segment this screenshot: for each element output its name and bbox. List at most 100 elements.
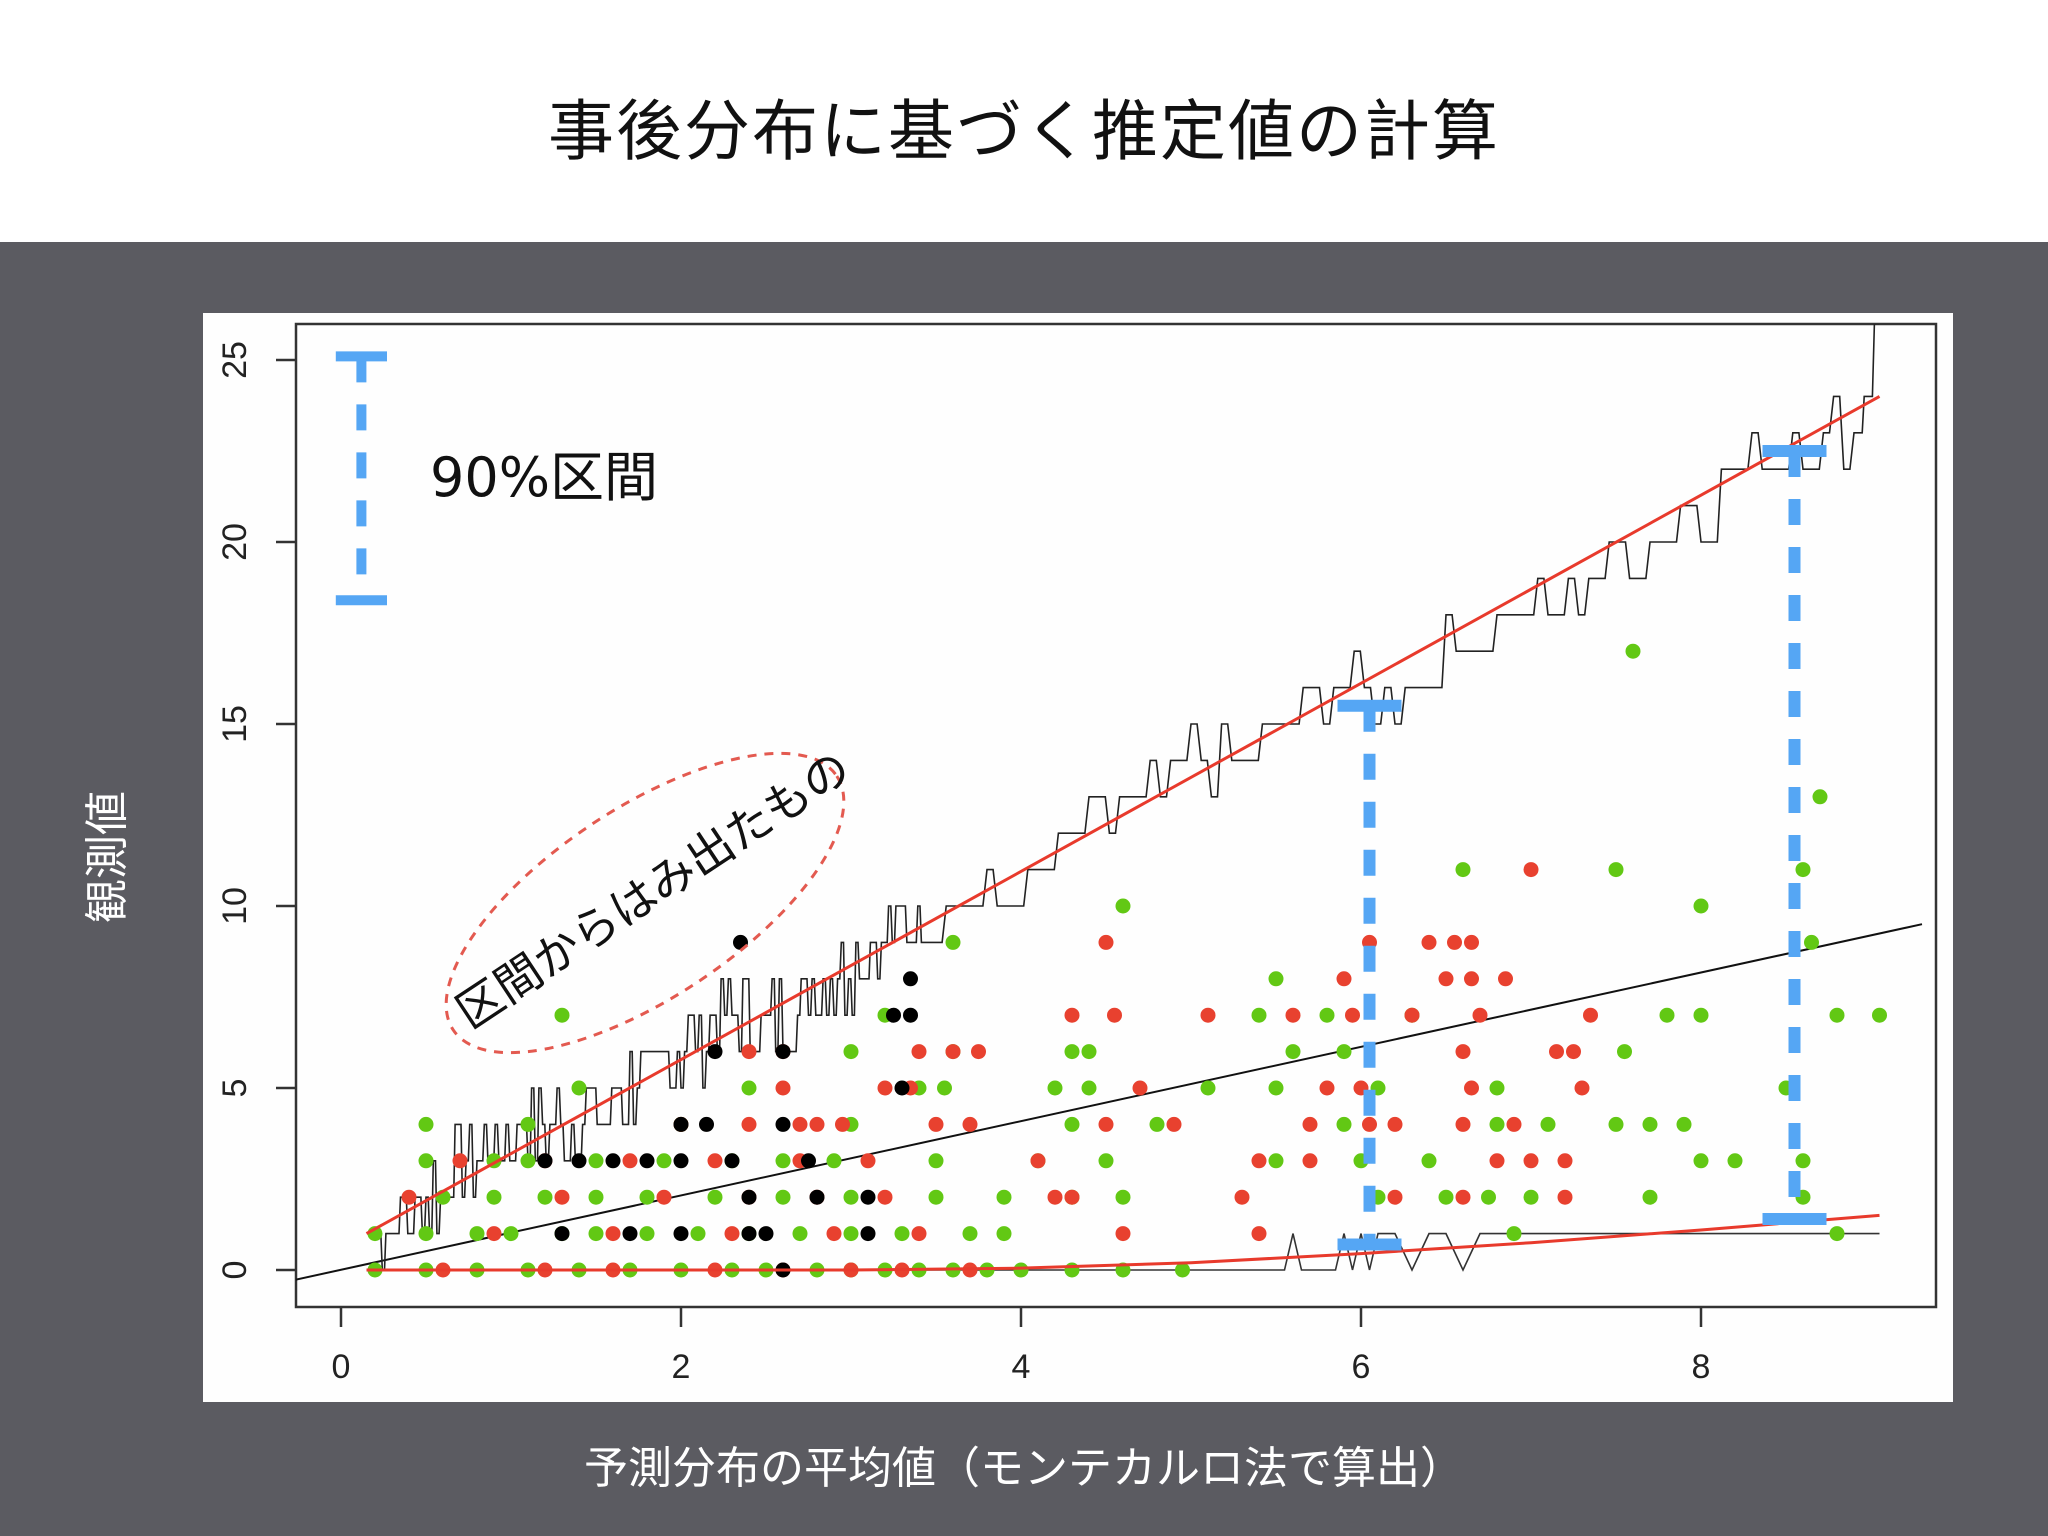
red-point	[809, 1116, 825, 1132]
red-point	[1107, 1007, 1122, 1023]
green-point	[520, 1153, 536, 1169]
plot-panel	[203, 313, 1953, 1402]
red-point	[1549, 1044, 1564, 1060]
red-point	[1336, 971, 1352, 987]
red-point	[1251, 1153, 1267, 1169]
green-point	[1098, 1153, 1114, 1169]
green-point	[1421, 1153, 1437, 1169]
plot-frame	[294, 322, 1938, 1309]
green-point	[1676, 1116, 1692, 1132]
red-point	[1566, 1044, 1581, 1060]
interval-upper-line	[365, 395, 1881, 1235]
green-point	[843, 1226, 859, 1242]
green-point	[928, 1153, 944, 1169]
red-point	[741, 1044, 757, 1060]
green-point	[1013, 1262, 1029, 1278]
red-point	[945, 1044, 961, 1060]
y-axis-label: 観測値	[82, 791, 133, 923]
red-point	[826, 1226, 842, 1242]
x-tick-label: 2	[672, 1348, 691, 1386]
black-point	[886, 1007, 901, 1023]
green-point	[1047, 1080, 1063, 1096]
green-point	[741, 1080, 757, 1096]
red-point	[971, 1044, 986, 1060]
red-point	[1455, 1116, 1471, 1132]
red-point	[1251, 1226, 1267, 1242]
red-point	[911, 1226, 927, 1242]
green-point	[1625, 643, 1641, 659]
green-point	[1829, 1007, 1845, 1023]
black-point	[758, 1226, 774, 1242]
black-point	[571, 1153, 587, 1169]
green-point	[588, 1153, 604, 1169]
green-point	[1081, 1080, 1097, 1096]
black-point	[860, 1189, 876, 1205]
green-point	[1064, 1116, 1080, 1132]
black-point	[699, 1116, 714, 1132]
x-tick-label: 4	[1012, 1348, 1031, 1386]
green-point	[1455, 862, 1471, 878]
red-point	[1447, 934, 1462, 950]
green-point	[1336, 1116, 1352, 1132]
red-point	[1404, 1007, 1420, 1023]
red-point	[928, 1116, 944, 1132]
data-layer	[296, 324, 1923, 1281]
red-point	[741, 1116, 757, 1132]
outlier-ellipse-icon	[444, 751, 846, 1055]
green-point	[486, 1189, 502, 1205]
green-point	[1829, 1226, 1845, 1242]
red-point	[1387, 1116, 1403, 1132]
plot-axes: 0 2 4 6 8 0 5 10 15 20 25	[216, 322, 1938, 1386]
green-point	[639, 1226, 655, 1242]
green-point	[1064, 1044, 1080, 1060]
green-point	[1268, 971, 1284, 987]
green-point	[996, 1189, 1012, 1205]
black-point	[605, 1153, 621, 1169]
green-point	[843, 1044, 859, 1060]
green-point	[775, 1189, 791, 1205]
black-point	[537, 1153, 553, 1169]
green-point	[894, 1226, 910, 1242]
green-point	[962, 1226, 978, 1242]
black-point	[554, 1226, 570, 1242]
green-point	[418, 1153, 434, 1169]
reference-line	[296, 923, 1923, 1281]
red-point	[724, 1226, 740, 1242]
green-point	[945, 934, 961, 950]
y-tick-label: 25	[216, 341, 254, 379]
green-point	[1608, 862, 1624, 878]
red-point	[1421, 934, 1437, 950]
green-point	[1642, 1189, 1658, 1205]
red-point	[1557, 1153, 1573, 1169]
green-point	[1175, 1262, 1190, 1278]
green-point	[690, 1226, 706, 1242]
green-point	[1617, 1044, 1632, 1060]
red-point	[877, 1189, 893, 1205]
red-point	[1464, 1080, 1479, 1096]
black-point	[639, 1153, 655, 1169]
black-point	[724, 1153, 740, 1169]
green-point	[928, 1189, 944, 1205]
green-point	[1506, 1226, 1522, 1242]
green-point	[1540, 1116, 1556, 1132]
green-point	[520, 1116, 536, 1132]
green-point	[1251, 1007, 1267, 1023]
x-tick-label: 6	[1352, 1348, 1371, 1386]
black-point	[673, 1226, 689, 1242]
red-point	[1557, 1189, 1573, 1205]
red-point	[605, 1226, 621, 1242]
red-point	[1064, 1189, 1080, 1205]
green-point	[792, 1226, 808, 1242]
black-point	[741, 1189, 757, 1205]
green-point	[639, 1189, 655, 1205]
red-point	[1489, 1153, 1505, 1169]
green-point	[1608, 1116, 1624, 1132]
red-point	[792, 1116, 808, 1132]
green-point	[469, 1226, 485, 1242]
green-point	[1523, 1189, 1539, 1205]
black-point	[741, 1226, 757, 1242]
green-point	[1115, 898, 1131, 914]
green-point	[1693, 898, 1709, 914]
red-point	[1455, 1189, 1471, 1205]
green-point	[996, 1226, 1012, 1242]
